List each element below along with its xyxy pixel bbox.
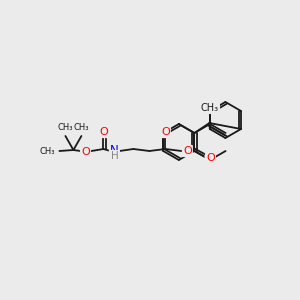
Text: O: O (206, 156, 214, 166)
Text: O: O (81, 147, 90, 157)
Text: O: O (99, 127, 108, 137)
Text: CH₃: CH₃ (40, 146, 56, 155)
Text: O: O (183, 146, 192, 156)
Text: O: O (161, 127, 170, 137)
Text: H: H (110, 151, 118, 161)
Text: CH₃: CH₃ (74, 123, 89, 132)
Text: N: N (110, 143, 119, 157)
Text: CH₃: CH₃ (58, 123, 73, 132)
Text: O: O (206, 153, 215, 163)
Text: CH₃: CH₃ (201, 103, 219, 113)
